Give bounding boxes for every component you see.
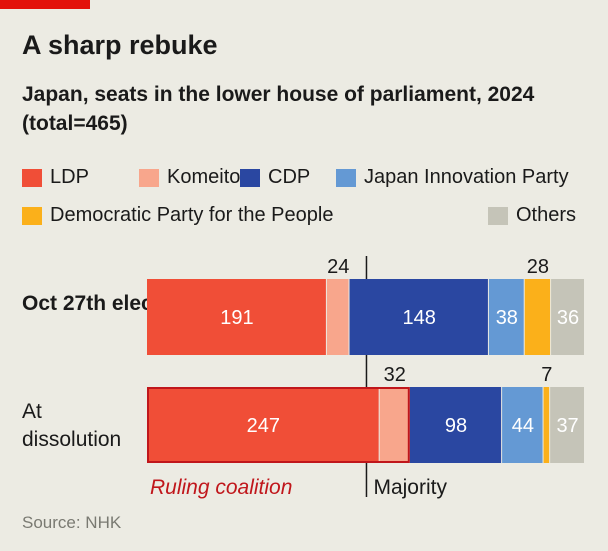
bar-segment (551, 279, 584, 355)
data-label: 37 (556, 415, 578, 437)
data-label: 247 (247, 415, 280, 437)
legend-item: LDP (22, 166, 89, 189)
legend-label: Others (516, 204, 577, 226)
ruling-coalition-outline (147, 387, 410, 463)
data-label: 28 (527, 256, 549, 278)
legend-item: Others (488, 204, 576, 227)
data-label: 7 (541, 364, 552, 386)
bar-segment (147, 387, 379, 463)
coalition-label: Ruling coalition (150, 476, 292, 499)
legend-label: Komeito (167, 166, 241, 188)
legend-swatch (22, 168, 42, 187)
bar-segment (379, 387, 409, 463)
bar-segment (488, 279, 524, 355)
data-label: 98 (445, 415, 467, 437)
data-label: 191 (220, 307, 253, 329)
legend-item: Komeito (139, 166, 240, 189)
bar-segment (502, 387, 543, 463)
chart-subtitle: Japan, seats in the lower house of parli… (22, 83, 535, 135)
legend-item: Democratic Party for the People (22, 204, 333, 227)
legend-item: CDP (240, 166, 310, 189)
legend-swatch (240, 168, 260, 187)
legend-swatch (22, 206, 42, 225)
legend-swatch (139, 168, 159, 187)
bar-segment (543, 387, 550, 463)
data-label: 38 (496, 307, 518, 329)
data-label: 44 (512, 415, 534, 437)
data-label: 24 (327, 256, 349, 278)
brand-tag (0, 0, 90, 9)
legend-swatch (336, 168, 356, 187)
bar-segment (147, 279, 326, 355)
data-label: 32 (384, 364, 406, 386)
row-label-dissolution: At dissolution (22, 400, 122, 451)
legend-label: LDP (50, 166, 89, 188)
legend-label: Democratic Party for the People (50, 204, 334, 226)
majority-label: Majority (373, 476, 447, 499)
data-label: 148 (403, 307, 436, 329)
bar-segment (409, 387, 502, 463)
bar-segment (524, 279, 551, 355)
bar-segment (326, 279, 349, 355)
legend-swatch (488, 206, 508, 225)
bar-segment (349, 279, 488, 355)
source-note: Source: NHK (22, 513, 122, 532)
legend-item: Japan Innovation Party (336, 166, 569, 189)
legend-label: Japan Innovation Party (364, 166, 569, 188)
data-label: 36 (557, 307, 579, 329)
chart-title: A sharp rebuke (22, 30, 218, 60)
bar-segment (550, 387, 584, 463)
legend-label: CDP (268, 166, 311, 188)
